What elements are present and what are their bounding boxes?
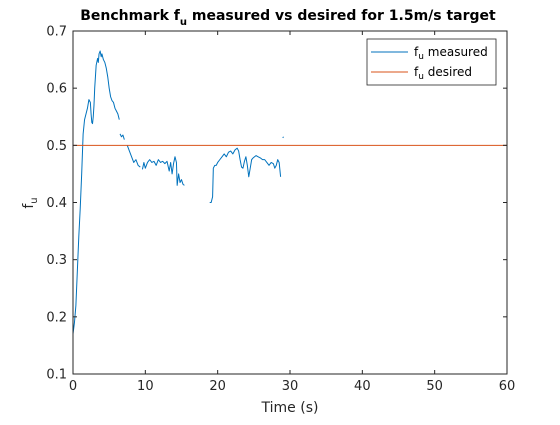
series-measured-segment-3	[141, 156, 185, 186]
legend-label-measured-suffix: measured	[424, 45, 488, 59]
legend: fu measured fu desired	[366, 38, 497, 86]
series-measured-segment-0	[72, 50, 120, 335]
y-tick-label-0.4: 0.4	[46, 196, 67, 211]
x-tick-label-40: 40	[354, 379, 371, 394]
y-axis-label-subscript: u	[29, 197, 40, 203]
legend-label-desired-main: f	[414, 65, 419, 79]
series-layer	[72, 50, 507, 335]
y-tick-label-0.2: 0.2	[46, 310, 67, 325]
legend-label-measured-subscript: u	[418, 52, 424, 62]
chart-title-prefix: Benchmark f	[80, 8, 181, 24]
plot-area	[73, 31, 507, 374]
y-tick-label-0.3: 0.3	[46, 253, 67, 268]
chart-title: Benchmark fu measured vs desired for 1.5…	[80, 8, 496, 28]
x-tick-label-30: 30	[282, 379, 299, 394]
x-axis-label: Time (s)	[261, 400, 319, 416]
x-tick-label-50: 50	[426, 379, 443, 394]
series-measured-segment-2	[126, 145, 141, 168]
chart-title-suffix: measured vs desired for 1.5m/s target	[187, 8, 496, 24]
y-tick-label-0.6: 0.6	[46, 82, 67, 97]
tick-layer: 0 10 20 30 40 50 60 0.1 0.2 0.3 0.4 0.5 0.6 0.7	[46, 25, 515, 395]
series-measured-segment-5	[282, 136, 284, 139]
legend-label-measured-main: f	[414, 45, 419, 59]
legend-label-measured: fu measured	[414, 45, 488, 62]
y-axis-label-main: f	[21, 203, 37, 209]
x-tick-label-60: 60	[499, 379, 516, 394]
series-measured-segment-1	[119, 133, 125, 140]
y-tick-label-0.1: 0.1	[46, 368, 67, 383]
x-tick-label-20: 20	[209, 379, 226, 394]
legend-label-desired: fu desired	[414, 65, 472, 82]
legend-box	[366, 38, 497, 86]
legend-label-desired-suffix: desired	[424, 65, 472, 79]
y-tick-label-0.7: 0.7	[46, 25, 67, 40]
x-tick-label-10: 10	[137, 379, 154, 394]
chart-title-subscript: u	[180, 17, 187, 28]
legend-label-desired-subscript: u	[418, 72, 424, 82]
y-axis-label: fu	[21, 197, 40, 208]
series-measured-segment-4	[209, 147, 282, 203]
x-tick-label-0: 0	[69, 379, 77, 394]
y-tick-label-0.5: 0.5	[46, 139, 67, 154]
